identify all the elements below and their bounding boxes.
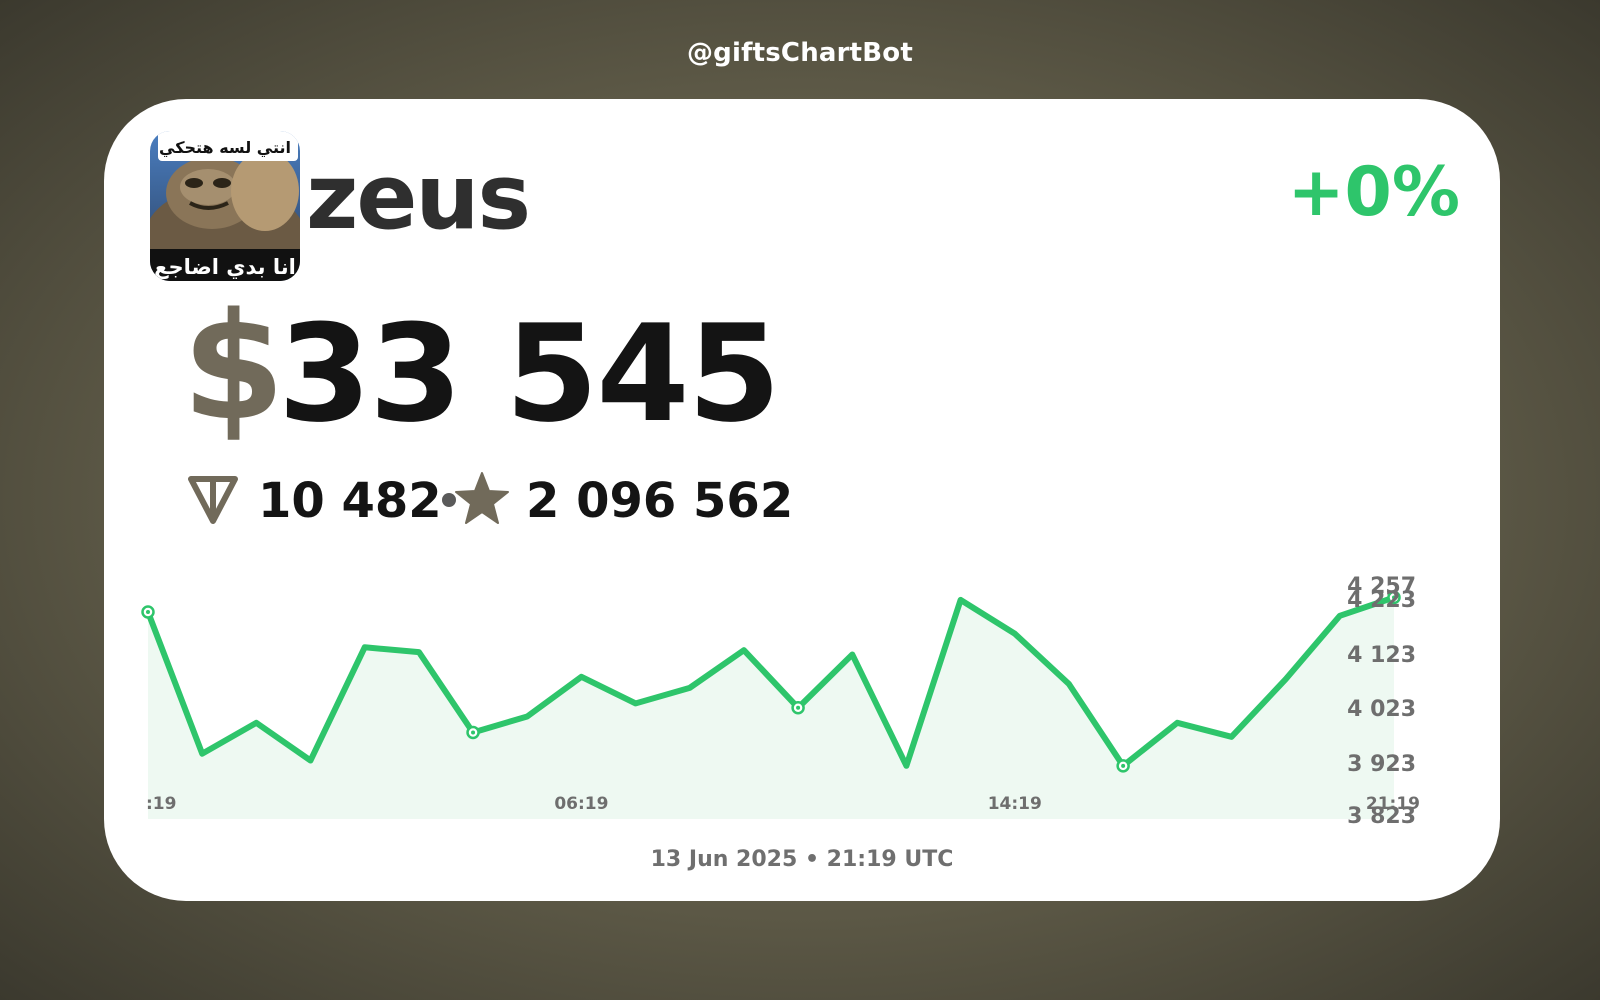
gift-avatar: انتي لسه هتحكي انا بدي اضاجع	[150, 131, 300, 281]
y-tick-label: 4 023	[1347, 697, 1416, 722]
x-tick-label: 14:19	[988, 794, 1042, 814]
x-tick-label: :19	[146, 794, 176, 814]
chart-area-fill	[148, 597, 1394, 819]
dollar-sign: $	[182, 281, 285, 453]
timestamp: 13 Jun 2025 • 21:19 UTC	[650, 847, 954, 872]
ton-icon	[188, 476, 238, 524]
chart-x-axis: :19 06:19 14:19 21:19	[146, 794, 1420, 814]
bot-handle: @giftsChartBot	[686, 38, 914, 68]
chart-point-marker-core	[1121, 763, 1126, 768]
separator-dot	[442, 493, 456, 507]
stars-price: 2 096 562	[526, 473, 794, 529]
y-tick-label: 3 823	[1347, 804, 1416, 829]
avatar-caption-bottom: انا بدي اضاجع	[154, 255, 296, 280]
y-tick-label: 4 223	[1347, 588, 1416, 613]
chart-point-marker-core	[471, 730, 476, 735]
chart-point-marker-core	[1392, 595, 1396, 600]
crypto-price-row: 10 482 2 096 562	[186, 471, 886, 531]
chart-markers	[141, 590, 1401, 773]
y-tick-label: 4 123	[1347, 643, 1416, 668]
y-tick-label: 3 923	[1347, 752, 1416, 777]
usd-price: 33 545	[278, 296, 781, 452]
star-icon	[455, 472, 509, 524]
ton-price: 10 482	[258, 473, 442, 529]
avatar-caption-top: انتي لسه هتحكي	[159, 138, 291, 158]
chart-point-marker-core	[796, 705, 801, 710]
chart-point-marker-core	[146, 609, 150, 614]
gift-name: zeus	[306, 145, 531, 250]
x-tick-label: 21:19	[1366, 794, 1420, 814]
x-tick-label: 06:19	[554, 794, 608, 814]
gift-card: انتي لسه هتحكي انا بدي اضاجع zeus +0% $ …	[104, 99, 1500, 901]
chart-series-line	[145, 594, 1397, 769]
price-change: +0%	[1287, 153, 1460, 232]
y-tick-label: 4 257	[1347, 574, 1416, 599]
